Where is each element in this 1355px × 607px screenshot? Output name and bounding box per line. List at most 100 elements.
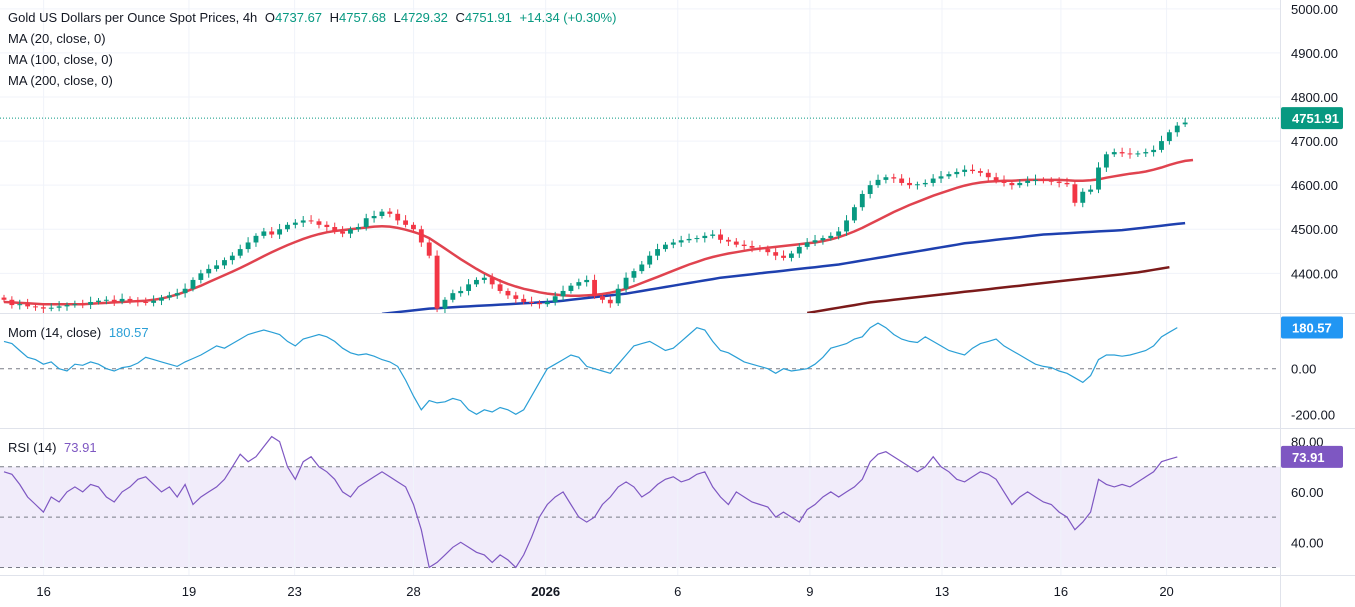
ma200-legend[interactable]: MA (200, close, 0): [8, 73, 113, 88]
last-price-tag: 4751.91: [1281, 107, 1343, 130]
candle-body: [474, 279, 479, 285]
candle-body: [127, 298, 133, 301]
candle-body: [135, 300, 141, 302]
candle-body: [111, 299, 117, 302]
candle-body: [844, 220, 849, 232]
candle-body: [277, 229, 283, 235]
candle-body: [119, 298, 125, 302]
close-value: 4751.91: [464, 10, 512, 25]
candle-body: [875, 179, 881, 186]
candle-body: [820, 238, 826, 241]
candle-body: [741, 244, 747, 246]
time-tick-label: 6: [674, 584, 681, 599]
candle-body: [214, 265, 220, 269]
candle-body: [17, 304, 23, 306]
candle-body: [9, 299, 15, 306]
mom-value: 180.57: [108, 325, 149, 340]
price-tick-label: 4900.00: [1291, 46, 1338, 61]
candle-body: [970, 169, 975, 172]
candle-body: [883, 177, 889, 180]
candle-body: [631, 271, 637, 278]
time-tick-label: 13: [935, 584, 949, 599]
mom-tick-label: -200.00: [1291, 407, 1335, 422]
candle-body: [1151, 149, 1157, 153]
candle-body: [1127, 153, 1133, 155]
candle-body: [481, 277, 487, 280]
candle-body: [725, 239, 731, 242]
candle-body: [166, 295, 172, 298]
candle-body: [489, 277, 495, 285]
candle-body: [773, 252, 779, 256]
candle-body: [788, 253, 794, 258]
rsi-legend[interactable]: RSI (14) 73.91: [8, 440, 101, 455]
price-pane: [1, 118, 1194, 313]
candle-body: [1182, 122, 1188, 125]
candle-body: [332, 227, 338, 232]
candle-body: [513, 295, 519, 299]
svg-text:73.91: 73.91: [1292, 450, 1325, 465]
ma100-line: [381, 221, 1186, 313]
candle-body: [757, 247, 763, 250]
price-tick-label: 4800.00: [1291, 90, 1338, 105]
candle-body: [663, 244, 668, 250]
candle-body: [1096, 167, 1101, 190]
candle-body: [1159, 141, 1164, 150]
candle-body: [159, 297, 164, 301]
candle-body: [954, 171, 960, 175]
candle-body: [198, 273, 204, 280]
candle-body: [1143, 152, 1149, 154]
candle-body: [702, 235, 708, 239]
open-label: O: [264, 10, 276, 25]
candle-body: [1088, 189, 1094, 192]
candle-body: [765, 249, 771, 253]
candle-body: [25, 304, 31, 307]
candle-body: [560, 290, 566, 297]
candle-body: [1033, 179, 1038, 181]
candle-body: [914, 184, 920, 186]
candle-body: [411, 224, 416, 230]
candle-body: [64, 305, 70, 307]
rsi-line: [3, 435, 1178, 569]
price-tick-label: 4500.00: [1291, 222, 1338, 237]
candle-body: [1048, 180, 1054, 182]
candle-body: [395, 213, 401, 221]
candle-body: [316, 221, 322, 225]
high-label: H: [329, 10, 340, 25]
candle-body: [261, 231, 267, 236]
close-label: C: [455, 10, 465, 25]
symbol-title: Gold US Dollars per Ounce Spot Prices, 4…: [8, 10, 258, 25]
candle-body: [977, 171, 983, 173]
candle-body: [1025, 180, 1031, 183]
open-value: 4737.67: [275, 10, 323, 25]
rsi-title: RSI (14): [8, 440, 57, 455]
candle-body: [222, 260, 227, 266]
candle-body: [182, 288, 188, 294]
ma100-legend[interactable]: MA (100, close, 0): [8, 52, 113, 67]
rsi-tick-label: 60.00: [1291, 485, 1324, 500]
candle-body: [938, 176, 944, 179]
candle-body: [639, 264, 645, 272]
candle-body: [174, 293, 180, 296]
candle-body: [497, 284, 503, 291]
price-tick-label: 4600.00: [1291, 178, 1338, 193]
rsi-value: 73.91: [64, 440, 97, 455]
candle-body: [285, 224, 290, 230]
mom-legend[interactable]: Mom (14, close) 180.57: [8, 325, 153, 340]
time-tick-label: 9: [806, 584, 813, 599]
candle-body: [363, 218, 369, 228]
mom-value-tag: 180.57: [1281, 316, 1343, 339]
price-tick-label: 4400.00: [1291, 266, 1338, 281]
ma20-legend[interactable]: MA (20, close, 0): [8, 31, 106, 46]
candle-body: [450, 293, 456, 300]
candle-body: [592, 279, 597, 297]
candle-body: [1111, 152, 1117, 155]
candle-body: [1166, 132, 1172, 142]
candle-body: [859, 193, 865, 208]
candle-body: [607, 299, 613, 304]
candle-body: [1017, 182, 1023, 186]
price-tick-label: 4700.00: [1291, 134, 1338, 149]
candle-body: [1056, 181, 1062, 183]
candle-body: [749, 245, 755, 248]
candle-body: [426, 242, 432, 256]
